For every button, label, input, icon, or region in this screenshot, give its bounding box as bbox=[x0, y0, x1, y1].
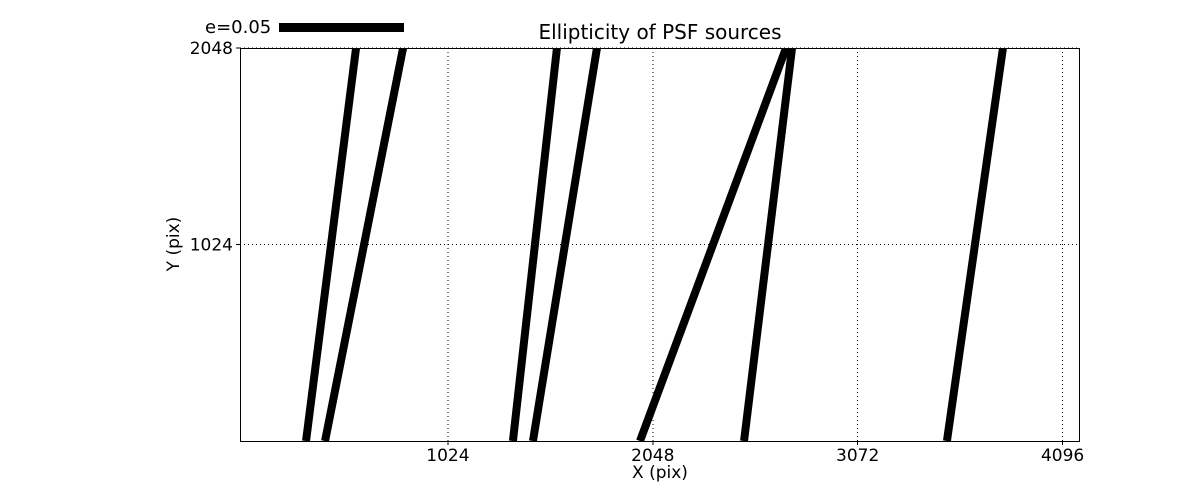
y-tick-label: 1024 bbox=[190, 236, 233, 256]
whisker-group bbox=[302, 48, 1007, 441]
ellipticity-whisker bbox=[528, 48, 601, 441]
x-tick-label: 2048 bbox=[631, 446, 674, 466]
chart-title: Ellipticity of PSF sources bbox=[538, 20, 782, 44]
ellipticity-whisker bbox=[302, 48, 361, 441]
x-axis-label: X (pix) bbox=[632, 463, 688, 483]
legend: e=0.05 bbox=[205, 16, 405, 38]
ellipticity-whisker bbox=[508, 48, 561, 441]
x-tick-label: 4096 bbox=[1041, 446, 1084, 466]
ellipticity-whisker bbox=[321, 48, 408, 441]
legend-label: e=0.05 bbox=[205, 16, 272, 38]
legend-bar-swatch bbox=[279, 22, 405, 32]
axes-spines bbox=[240, 48, 1080, 442]
ellipticity-whisker bbox=[942, 48, 1007, 441]
ellipticity-whisker bbox=[636, 48, 790, 441]
y-tick-label: 2048 bbox=[190, 39, 233, 59]
x-tick-label: 3072 bbox=[836, 446, 879, 466]
x-tick-label: 1024 bbox=[426, 446, 469, 466]
y-axis-label: Y (pix) bbox=[164, 216, 184, 272]
ellipticity-whisker bbox=[740, 48, 797, 441]
